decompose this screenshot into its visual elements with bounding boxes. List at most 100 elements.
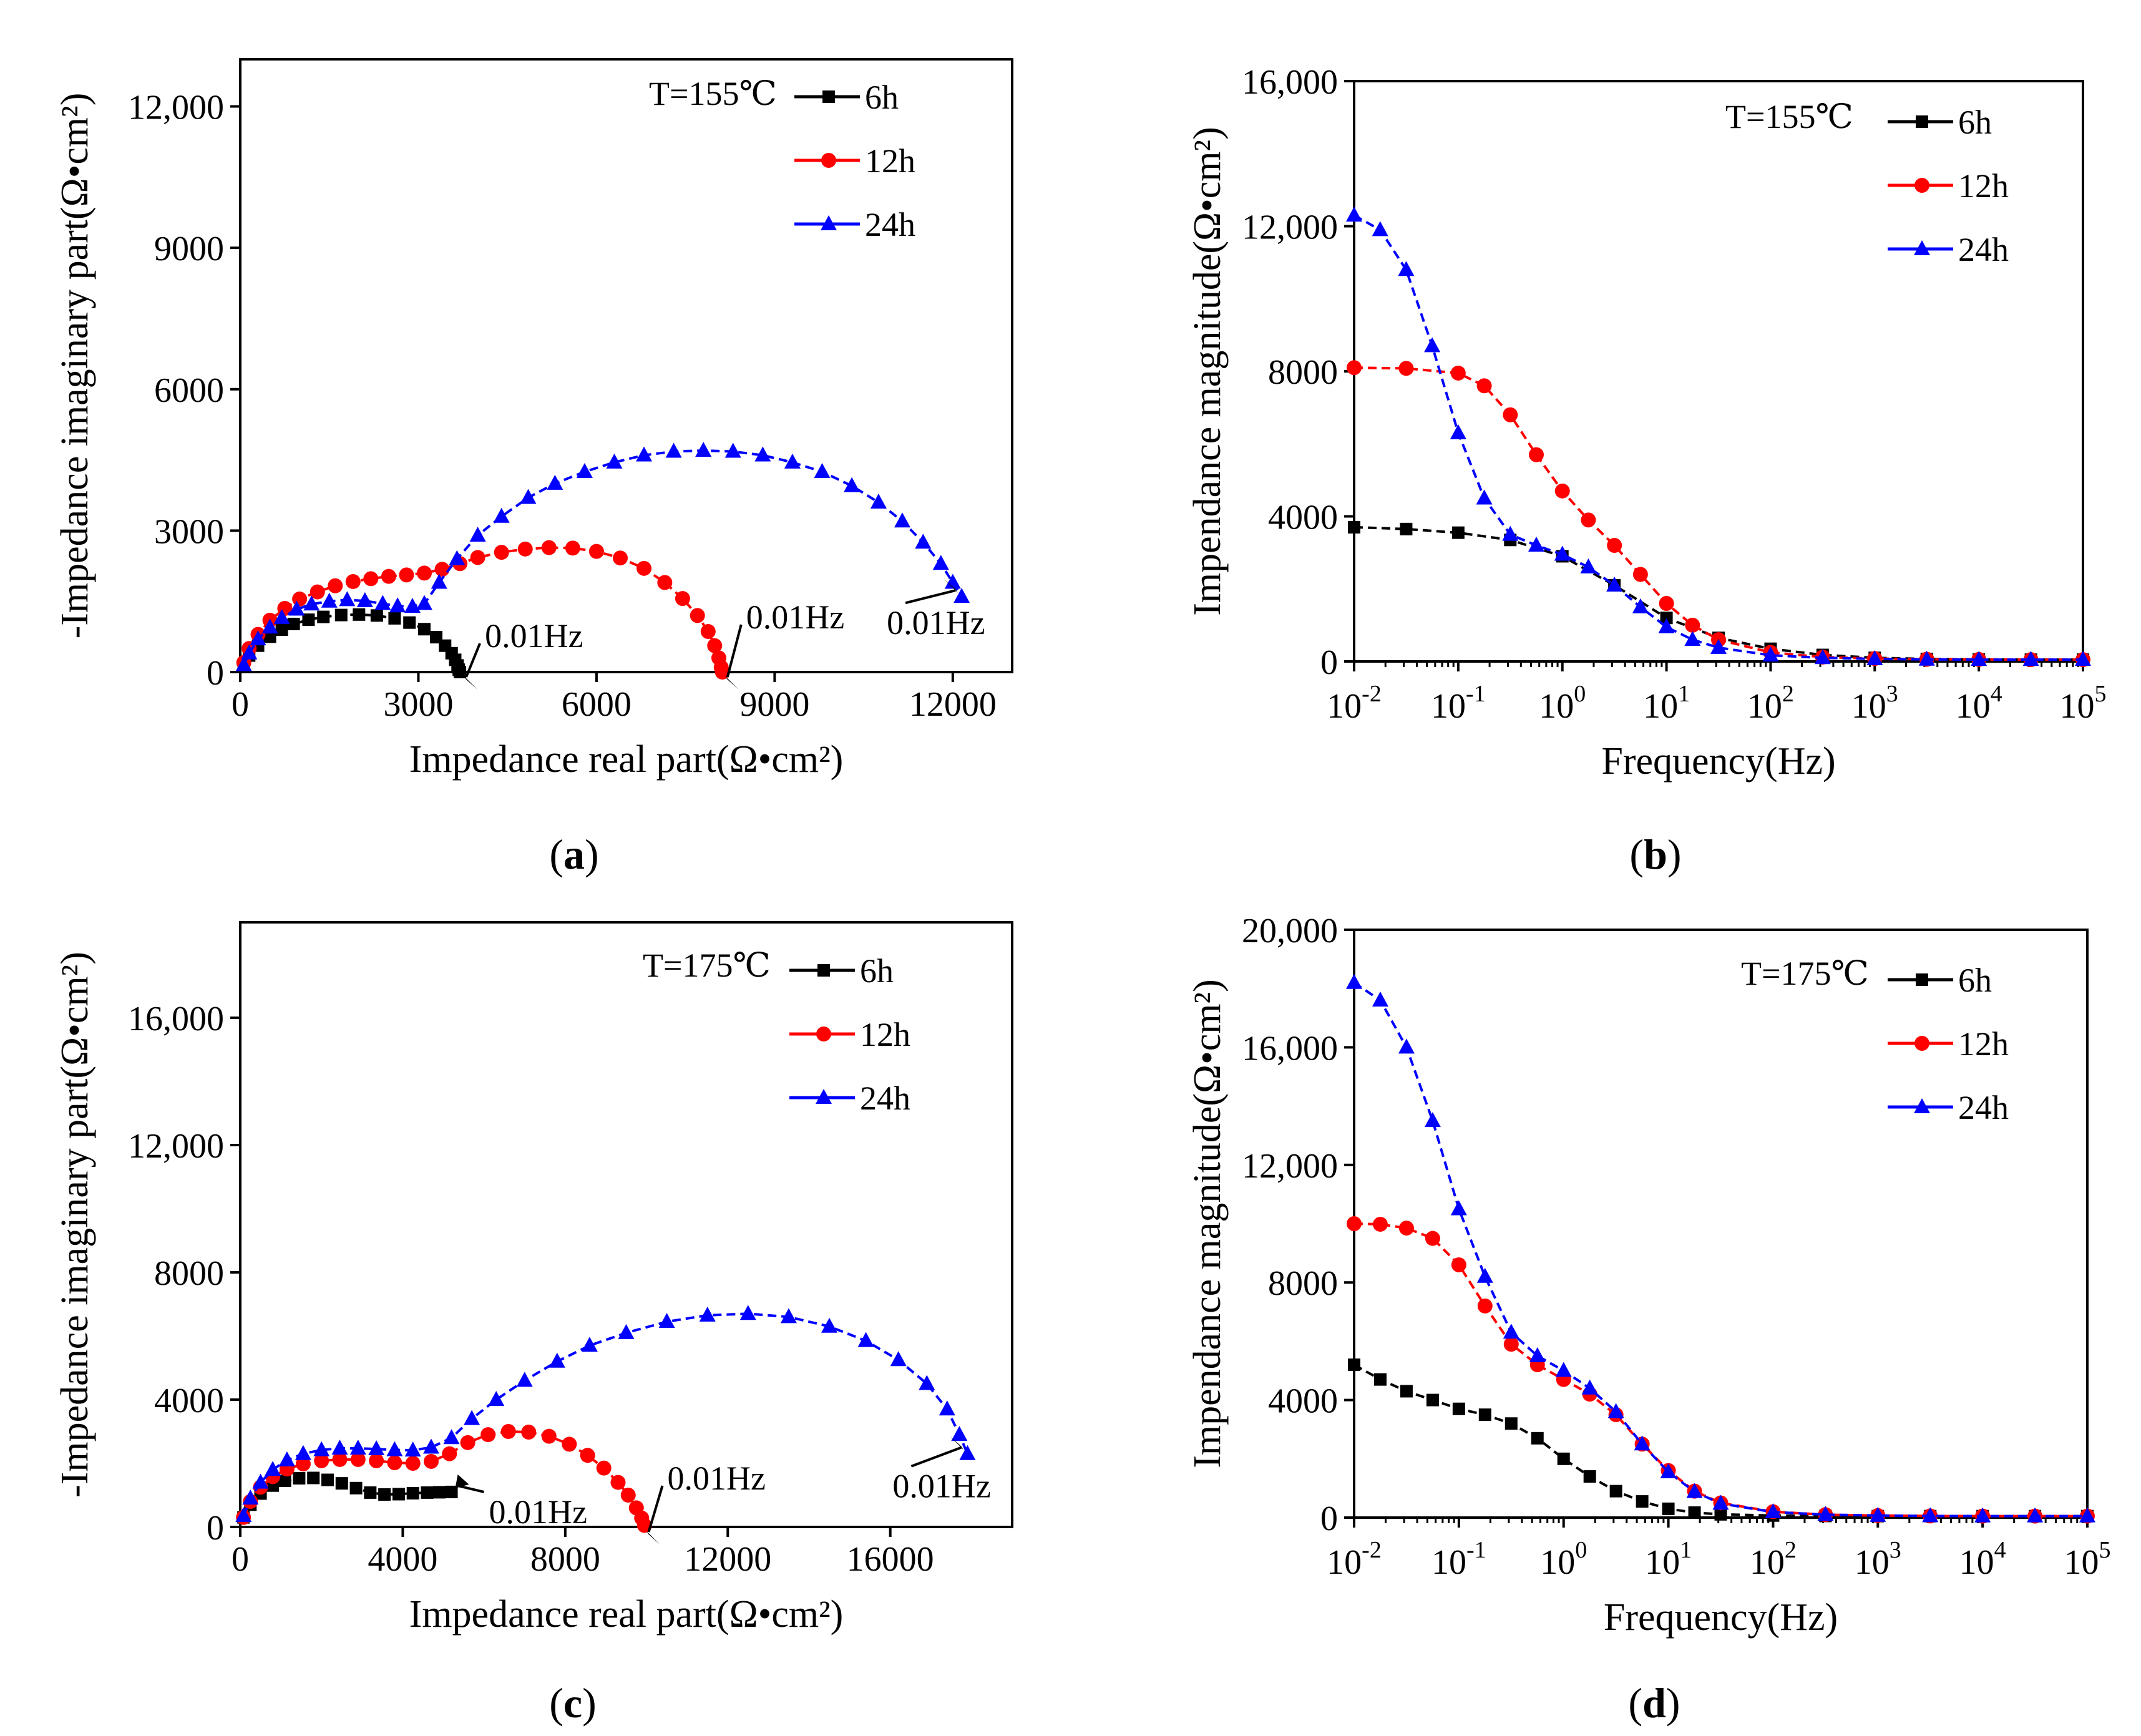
data-point — [1529, 447, 1544, 462]
x-tick-label: 10-1 — [1431, 681, 1486, 726]
data-point — [235, 656, 252, 671]
x-tick-label: 105 — [2060, 681, 2107, 726]
data-point — [1477, 1298, 1493, 1314]
x-axis-label: Frequency(Hz) — [1604, 1596, 1838, 1639]
data-point — [1607, 538, 1622, 553]
legend-label: 12h — [860, 1016, 910, 1053]
data-point — [576, 462, 593, 478]
data-point — [516, 1372, 533, 1387]
legend-label: 12h — [865, 142, 915, 180]
data-point — [1450, 365, 1466, 381]
freq-arrowhead — [464, 676, 478, 690]
data-point — [612, 550, 628, 566]
data-point — [1529, 1347, 1546, 1362]
legend-marker — [1916, 973, 1928, 986]
data-point — [331, 1440, 348, 1455]
x-tick-label: 12000 — [909, 685, 997, 724]
y-tick-label: 6000 — [154, 371, 224, 410]
freq-arrow — [647, 1485, 664, 1533]
freq-arrowhead — [455, 1474, 469, 1488]
y-tick-label: 12,000 — [128, 89, 224, 127]
y-tick-label: 8000 — [154, 1254, 224, 1293]
data-point — [700, 624, 716, 640]
data-point — [547, 474, 563, 490]
data-point — [1632, 567, 1648, 582]
x-tick-label: 3000 — [383, 685, 453, 724]
data-point — [405, 1456, 421, 1471]
y-tick-label: 3000 — [154, 512, 224, 551]
x-tick-label: 10-1 — [1431, 1537, 1486, 1582]
y-tick-label: 8000 — [1268, 1264, 1338, 1303]
plot-frame — [239, 58, 1013, 673]
data-point — [449, 550, 466, 565]
data-point — [293, 1471, 306, 1485]
data-point — [1662, 1502, 1675, 1515]
data-point — [521, 1425, 537, 1440]
data-point — [1450, 424, 1466, 439]
data-point — [494, 545, 509, 560]
data-point — [1817, 1506, 1834, 1521]
y-tick-label: 0 — [207, 654, 224, 693]
data-point — [416, 595, 432, 610]
data-point — [275, 623, 288, 636]
data-point — [890, 1351, 907, 1367]
x-axis-label: Impedance real part(Ω•cm²) — [409, 1593, 844, 1636]
x-tick-label: 10-2 — [1327, 681, 1382, 726]
data-point — [1400, 522, 1413, 535]
data-point — [1528, 537, 1544, 552]
data-point — [1372, 992, 1388, 1007]
data-point — [295, 1456, 311, 1472]
data-point — [541, 540, 557, 555]
data-point — [1348, 520, 1360, 534]
data-point — [403, 616, 416, 629]
data-point — [541, 1428, 557, 1444]
data-point — [1660, 1463, 1677, 1478]
data-point — [423, 1453, 439, 1469]
data-point — [1581, 1379, 1598, 1395]
series-24h — [1346, 207, 2091, 666]
data-point — [1346, 973, 1362, 989]
legend-label: 6h — [1958, 962, 1992, 999]
data-point — [562, 1436, 577, 1452]
data-point — [1762, 646, 1779, 662]
legend-marker — [1914, 240, 1930, 255]
data-point — [1866, 650, 1883, 665]
freq-annotation: 0.01Hz — [668, 1460, 766, 1497]
legend-label: 24h — [865, 206, 915, 243]
data-point — [1424, 1112, 1441, 1128]
data-point — [606, 453, 623, 469]
data-point — [235, 1507, 252, 1523]
freq-arrow — [465, 643, 481, 678]
data-point — [1554, 545, 1571, 561]
x-tick-label: 105 — [2064, 1537, 2111, 1582]
data-point — [618, 1324, 635, 1339]
x-tick-label: 10-2 — [1327, 1537, 1382, 1582]
chart-d: 10-2 10-1 100 101 102 103 104 105 0 4000 8000 12,00… — [1186, 912, 2111, 1639]
data-point — [939, 1400, 955, 1416]
data-point — [265, 1461, 281, 1476]
legend-marker — [821, 215, 837, 230]
data-point — [690, 608, 705, 623]
legend-marker — [821, 153, 836, 168]
data-point — [263, 630, 276, 643]
data-point — [1555, 1362, 1572, 1377]
data-point — [1373, 1373, 1387, 1386]
x-tick-label: 101 — [1645, 1537, 1692, 1582]
data-point — [399, 567, 414, 583]
freq-arrow — [910, 1446, 962, 1468]
data-point — [1870, 1506, 1886, 1522]
y-axis-label: -Impedance imaginary part(Ω•cm²) — [54, 952, 96, 1498]
data-point — [404, 1441, 421, 1457]
data-point — [1660, 612, 1673, 625]
legend-marker — [817, 964, 830, 977]
legend-marker — [816, 1089, 832, 1104]
data-point — [388, 612, 401, 625]
data-point — [445, 1485, 458, 1498]
data-point — [287, 617, 300, 630]
data-point — [480, 1427, 496, 1443]
data-point — [739, 1305, 756, 1320]
x-axis-label: Impedance real part(Ω•cm²) — [409, 738, 844, 781]
y-tick-label: 4000 — [1268, 499, 1338, 537]
y-tick-label: 12,000 — [1242, 208, 1338, 247]
data-point — [1426, 1393, 1439, 1407]
